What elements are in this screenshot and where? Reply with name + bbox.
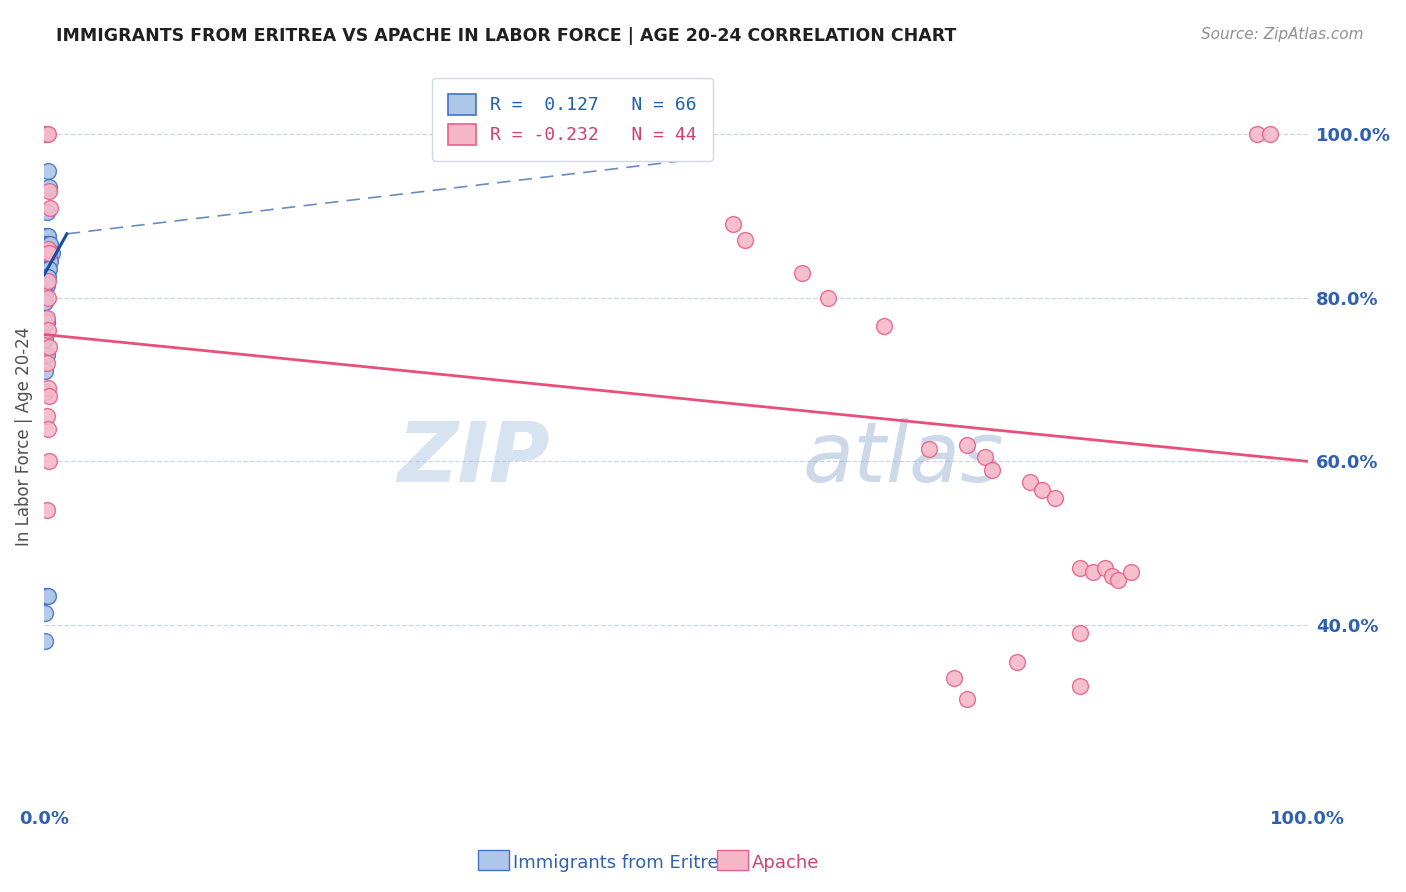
Point [35, 127, 58, 141]
Point [35, 204, 58, 219]
Point [34, 229, 56, 244]
Point [980, 462, 1002, 476]
Point [38, 340, 60, 354]
Point [37, 274, 59, 288]
Point [34, 127, 56, 141]
Text: ZIP: ZIP [396, 418, 550, 500]
Point [37, 245, 59, 260]
Point [35, 270, 58, 285]
Point [37, 291, 59, 305]
Point [955, 438, 977, 452]
Point [734, 233, 756, 247]
Point [34, 634, 56, 648]
Point [38, 253, 60, 268]
Point [34, 311, 56, 326]
Point [37, 381, 59, 395]
Y-axis label: In Labor Force | Age 20-24: In Labor Force | Age 20-24 [15, 327, 32, 547]
Point [37, 422, 59, 436]
Point [34, 237, 56, 252]
Point [39, 253, 62, 268]
Point [1107, 573, 1129, 587]
Point [1246, 127, 1268, 141]
Point [974, 450, 997, 465]
Point [817, 291, 839, 305]
Point [34, 384, 56, 399]
Point [34, 253, 56, 268]
Point [39, 237, 62, 252]
Text: Apache: Apache [752, 854, 820, 871]
Point [37, 253, 59, 268]
Point [34, 245, 56, 260]
Point [34, 270, 56, 285]
Point [1094, 560, 1116, 574]
Point [1101, 569, 1123, 583]
Point [35, 245, 58, 260]
Point [37, 270, 59, 285]
Point [38, 184, 60, 198]
Point [34, 606, 56, 620]
Point [34, 278, 56, 293]
Point [38, 262, 60, 277]
Point [37, 229, 59, 244]
Point [37, 164, 59, 178]
Text: atlas: atlas [803, 418, 1004, 500]
Point [35, 262, 58, 277]
Point [34, 590, 56, 604]
Point [35, 253, 58, 268]
Point [37, 590, 59, 604]
Point [955, 691, 977, 706]
Point [35, 348, 58, 362]
Point [942, 671, 965, 685]
Point [37, 242, 59, 256]
Point [1031, 483, 1053, 497]
Point [38, 180, 60, 194]
Point [1119, 565, 1142, 579]
Point [35, 590, 58, 604]
Point [35, 229, 58, 244]
Point [35, 237, 58, 252]
Point [34, 262, 56, 277]
Point [35, 503, 58, 517]
Point [35, 356, 58, 370]
Point [1043, 491, 1066, 505]
Point [721, 217, 744, 231]
Point [41, 245, 63, 260]
Legend: R =  0.127   N = 66, R = -0.232   N = 44: R = 0.127 N = 66, R = -0.232 N = 44 [432, 78, 713, 161]
Point [37, 127, 59, 141]
Point [1258, 127, 1281, 141]
Point [1069, 560, 1091, 574]
Point [35, 315, 58, 329]
Point [1005, 655, 1028, 669]
Point [38, 237, 60, 252]
Point [34, 348, 56, 362]
Text: Immigrants from Eritrea: Immigrants from Eritrea [513, 854, 730, 871]
Point [1069, 680, 1091, 694]
Point [34, 364, 56, 378]
Point [873, 319, 896, 334]
Point [38, 454, 60, 468]
Text: Source: ZipAtlas.com: Source: ZipAtlas.com [1201, 27, 1364, 42]
Point [35, 409, 58, 424]
Point [34, 294, 56, 309]
Text: IMMIGRANTS FROM ERITREA VS APACHE IN LABOR FORCE | AGE 20-24 CORRELATION CHART: IMMIGRANTS FROM ERITREA VS APACHE IN LAB… [56, 27, 956, 45]
Point [39, 201, 62, 215]
Point [39, 245, 62, 260]
Point [34, 286, 56, 301]
Point [792, 266, 814, 280]
Point [37, 323, 59, 337]
Point [1069, 626, 1091, 640]
Point [38, 245, 60, 260]
Point [38, 389, 60, 403]
Point [1081, 565, 1104, 579]
Point [35, 278, 58, 293]
Point [1018, 475, 1040, 489]
Point [917, 442, 939, 456]
Point [35, 311, 58, 326]
Point [34, 332, 56, 346]
Point [37, 237, 59, 252]
Point [37, 262, 59, 277]
Point [38, 245, 60, 260]
